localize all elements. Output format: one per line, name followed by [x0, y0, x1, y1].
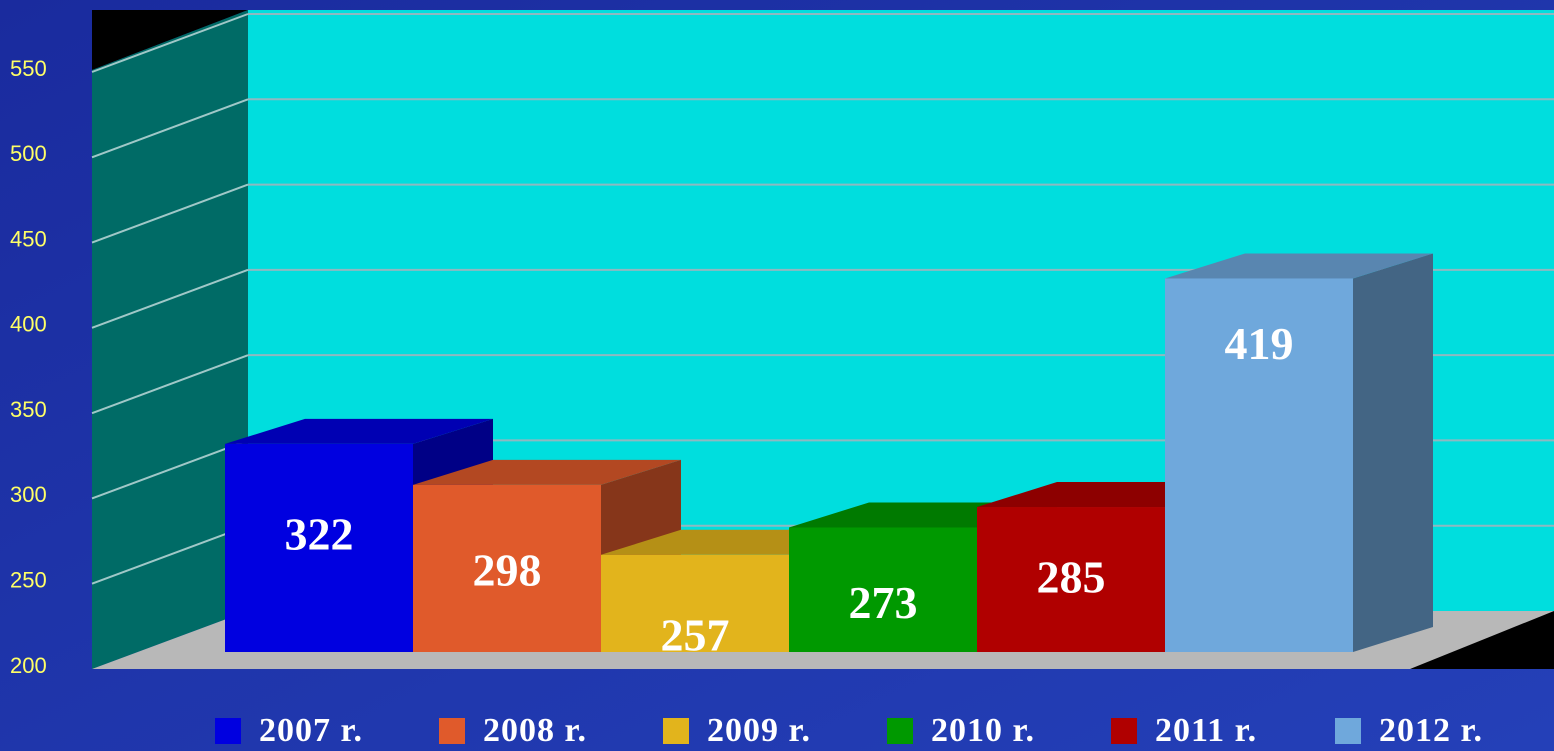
grid-line [91, 524, 249, 585]
bar [601, 554, 789, 652]
grid-line [91, 13, 249, 73]
legend-label: 2011 r. [1155, 712, 1257, 749]
bar [977, 507, 1165, 652]
bar [789, 527, 977, 652]
grid-line [91, 98, 249, 159]
legend-label: 2010 r. [931, 712, 1035, 749]
grid-line [91, 183, 249, 244]
bar [413, 484, 601, 652]
grid-line [91, 268, 249, 329]
y-tick-label: 250 [10, 568, 47, 593]
bar [225, 443, 413, 652]
y-tick-label: 500 [10, 141, 47, 166]
y-tick-label: 350 [10, 397, 47, 422]
legend-swatch [1111, 718, 1137, 744]
legend-label: 2012 r. [1379, 712, 1483, 749]
legend-label: 2007 r. [259, 712, 363, 749]
legend-swatch [663, 718, 689, 744]
legend: 2007 r. 2008 r. 2009 r. 2010 r. 2011 r. 2012 … [215, 712, 1483, 749]
bar-top [225, 418, 493, 444]
y-tick-label: 400 [10, 312, 47, 337]
data-label: 322 [285, 508, 354, 559]
data-label: 298 [473, 544, 542, 595]
grid-line [91, 439, 249, 500]
data-label: 257 [661, 609, 730, 660]
side-wall [92, 10, 248, 669]
data-label: 273 [849, 577, 918, 628]
y-tick-label: 450 [10, 226, 47, 251]
legend-swatch [215, 718, 241, 744]
legend-swatch [887, 718, 913, 744]
data-label: 285 [1037, 552, 1106, 603]
y-tick-label: 300 [10, 482, 47, 507]
bar [1165, 278, 1353, 652]
legend-label: 2009 r. [707, 712, 811, 749]
bar-top [413, 459, 681, 485]
bars: 322 298 257 273 285 419 [225, 253, 1433, 660]
bar-top [1165, 253, 1433, 279]
y-tick-label: 550 [10, 56, 47, 81]
bar-side [1353, 253, 1433, 652]
grid-line [91, 354, 249, 415]
legend-swatch [439, 718, 465, 744]
data-label: 419 [1225, 318, 1294, 369]
legend-swatch [1335, 718, 1361, 744]
legend-label: 2008 r. [483, 712, 587, 749]
y-tick-label: 200 [10, 653, 47, 678]
